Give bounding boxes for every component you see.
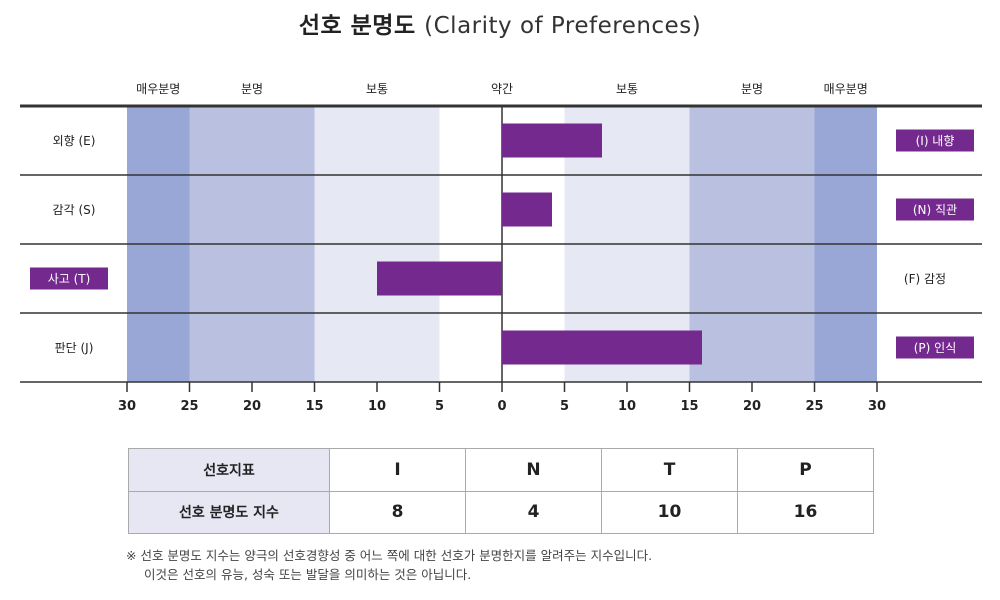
chart-title: 선호 분명도 (Clarity of Preferences) bbox=[0, 6, 1000, 40]
zone-label: 매우분명 bbox=[824, 82, 868, 96]
value-cell: 8 bbox=[329, 490, 466, 534]
right-label-highlight bbox=[896, 336, 974, 359]
zone-label: 보통 bbox=[366, 82, 388, 96]
tick-label: 25 bbox=[805, 399, 823, 414]
preference-bar bbox=[502, 123, 602, 158]
title-english: (Clarity of Preferences) bbox=[424, 13, 702, 39]
table-row: 선호지표 I N T P bbox=[128, 448, 874, 492]
letter-cell: I bbox=[329, 448, 466, 492]
clarity-index-header: 선호 분명도 지수 bbox=[128, 490, 330, 534]
right-pole-label: (P) 인식 bbox=[914, 341, 957, 355]
letter-cell: N bbox=[465, 448, 602, 492]
tick-label: 20 bbox=[243, 399, 261, 414]
right-label-highlight bbox=[896, 198, 974, 221]
zone-label: 분명 bbox=[241, 82, 263, 96]
right-label-highlight bbox=[896, 129, 974, 152]
tick-label: 0 bbox=[497, 399, 506, 414]
tick-label: 10 bbox=[368, 399, 386, 414]
left-label-highlight bbox=[30, 267, 108, 290]
tick-label: 15 bbox=[680, 399, 698, 414]
tick-label: 20 bbox=[743, 399, 761, 414]
letter-cell: P bbox=[737, 448, 874, 492]
letter-cell: T bbox=[601, 448, 738, 492]
right-pole-label: (N) 직관 bbox=[913, 203, 957, 217]
right-pole-label: (I) 내향 bbox=[916, 134, 955, 148]
tick-label: 25 bbox=[180, 399, 198, 414]
preference-bar bbox=[502, 330, 702, 365]
footnote: ※ 선호 분명도 지수는 양극의 선호경향성 중 어느 쪽에 대한 선호가 분명… bbox=[126, 546, 652, 584]
clarity-index-table: 선호지표 I N T P 선호 분명도 지수 8 4 10 16 bbox=[128, 448, 874, 534]
tick-label: 10 bbox=[618, 399, 636, 414]
zone-label: 분명 bbox=[741, 82, 763, 96]
left-pole-label: 감각 (S) bbox=[53, 203, 96, 217]
preference-indicator-header: 선호지표 bbox=[128, 448, 330, 492]
left-pole-label: 사고 (T) bbox=[48, 272, 91, 286]
left-pole-label: 판단 (J) bbox=[55, 341, 94, 355]
zone-label: 매우분명 bbox=[136, 82, 180, 96]
zone-label: 보통 bbox=[616, 82, 638, 96]
title-korean: 선호 분명도 bbox=[298, 13, 416, 39]
tick-label: 30 bbox=[868, 399, 886, 414]
footnote-line: ※ 선호 분명도 지수는 양극의 선호경향성 중 어느 쪽에 대한 선호가 분명… bbox=[126, 548, 653, 563]
right-pole-label: (F) 감정 bbox=[904, 272, 946, 286]
preference-clarity-chart: 매우분명 분명 보통 약간 보통 분명 매우분명 30 25 20 15 10 5 0 5 10 15 20 25 3… bbox=[20, 81, 982, 414]
footnote-line: 이것은 선호의 유능, 성숙 또는 발달을 의미하는 것은 아닙니다. bbox=[144, 567, 472, 582]
value-cell: 10 bbox=[601, 490, 738, 534]
tick-label: 15 bbox=[305, 399, 323, 414]
preference-bar bbox=[377, 261, 502, 296]
zone-label: 약간 bbox=[491, 81, 513, 96]
tick-label: 5 bbox=[435, 399, 444, 414]
table-row: 선호 분명도 지수 8 4 10 16 bbox=[128, 490, 874, 534]
value-cell: 4 bbox=[465, 490, 602, 534]
value-cell: 16 bbox=[737, 490, 874, 534]
tick-label: 5 bbox=[560, 399, 569, 414]
tick-label: 30 bbox=[118, 399, 136, 414]
left-pole-label: 외향 (E) bbox=[53, 134, 96, 148]
preference-bar bbox=[502, 192, 552, 227]
